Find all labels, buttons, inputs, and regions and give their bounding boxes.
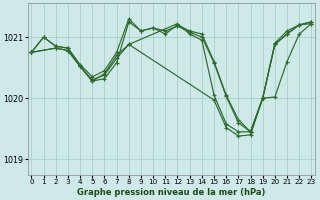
X-axis label: Graphe pression niveau de la mer (hPa): Graphe pression niveau de la mer (hPa) [77, 188, 266, 197]
